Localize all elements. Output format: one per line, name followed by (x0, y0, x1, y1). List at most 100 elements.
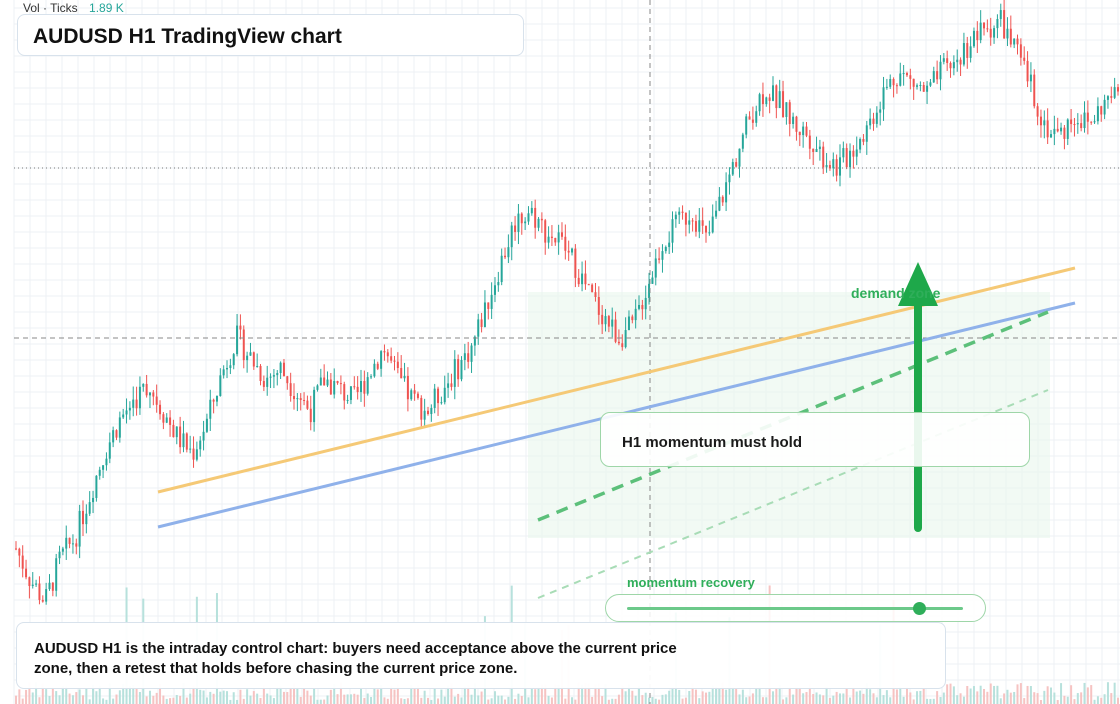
volume-bar (778, 684, 781, 704)
candle-body (189, 448, 192, 450)
candle-body (246, 355, 249, 361)
candle-body (775, 85, 778, 109)
candle-body (969, 46, 972, 58)
candle-body (497, 282, 500, 286)
volume-bar (808, 684, 811, 704)
volume-bar (534, 689, 537, 704)
volume-bar (78, 689, 81, 704)
volume-bar (35, 682, 38, 704)
candle-body (547, 236, 550, 243)
candle-body (728, 174, 731, 183)
volume-bar (795, 687, 798, 704)
volume-bar (601, 696, 604, 704)
candle-body (644, 297, 647, 310)
candle-body (195, 449, 198, 460)
volume-bar (306, 690, 309, 704)
volume-bar (282, 691, 285, 704)
volume-bar (1026, 685, 1029, 704)
candle-body (838, 157, 841, 176)
candle-body (360, 380, 363, 393)
candle-body (922, 85, 925, 92)
volume-bar (55, 691, 58, 704)
volume-bar (1063, 695, 1066, 704)
volume-bar (651, 696, 654, 704)
candle-body (403, 375, 406, 379)
volume-bar (577, 682, 580, 704)
volume-bar (527, 697, 530, 704)
candle-body (443, 387, 446, 403)
candle-body (229, 365, 232, 368)
candle-body (105, 458, 108, 466)
volume-bar (755, 688, 758, 704)
candle-body (812, 148, 815, 152)
candle-body (386, 352, 389, 357)
candle-body (1076, 123, 1079, 125)
volume-bar (999, 698, 1002, 704)
volume-bar (631, 690, 634, 704)
volume-bar (591, 696, 594, 704)
candle-body (802, 126, 805, 136)
volume-bar (782, 699, 785, 704)
recovery-slider[interactable] (605, 594, 986, 622)
volume-bar (587, 683, 590, 704)
volume-bar (708, 691, 711, 704)
volume-bar (822, 695, 825, 704)
volume-bar (323, 699, 326, 704)
candle-body (808, 135, 811, 149)
candle-body (852, 150, 855, 157)
volume-bar (530, 688, 533, 704)
candle-body (1029, 74, 1032, 82)
volume-bar (349, 694, 352, 704)
candle-body (597, 297, 600, 315)
candle-body (15, 548, 17, 550)
candle-body (701, 220, 704, 226)
candle-body (1100, 106, 1103, 115)
volume-bar (507, 696, 510, 704)
volume-bar (239, 689, 242, 704)
volume-bar (1036, 693, 1039, 704)
candle-body (678, 211, 681, 215)
candle-body (885, 86, 888, 88)
candle-body (437, 388, 440, 404)
candle-body (169, 417, 172, 425)
volume-bar (262, 685, 265, 704)
volume-bar (346, 694, 349, 704)
volume-bar (205, 697, 208, 704)
volume-bar (232, 692, 235, 704)
candle-body (514, 225, 517, 232)
candle-body (674, 214, 677, 220)
recovery-bar (627, 607, 963, 610)
volume-bar (229, 699, 232, 704)
volume-bar (725, 689, 728, 704)
volume-bar (246, 689, 249, 704)
volume-bar (353, 693, 356, 704)
candle-body (467, 353, 470, 362)
candle-body (1090, 121, 1093, 123)
volume-bar (1003, 693, 1006, 704)
volume-bar (118, 690, 121, 704)
volume-bar (932, 698, 935, 704)
candle-body (875, 112, 878, 124)
hold-note-text: H1 momentum must hold (622, 434, 803, 451)
volume-bar (758, 687, 761, 704)
volume-bar (658, 699, 661, 704)
candle-body (962, 43, 965, 65)
recovery-knob[interactable] (913, 602, 927, 615)
candle-body (205, 418, 208, 432)
volume-bar (597, 683, 600, 704)
volume-bar (936, 691, 939, 704)
candle-body (684, 212, 687, 225)
candle-body (604, 316, 607, 325)
volume-bar (58, 695, 61, 704)
candle-body (162, 414, 165, 423)
candle-body (289, 383, 292, 397)
volume-bar (550, 697, 553, 704)
candle-body (1070, 119, 1073, 125)
candle-body (363, 380, 366, 394)
volume-bar (169, 698, 172, 704)
volume-bar (386, 698, 389, 704)
candle-body (758, 94, 761, 112)
volume-bar (102, 698, 105, 704)
candle-body (252, 352, 255, 367)
